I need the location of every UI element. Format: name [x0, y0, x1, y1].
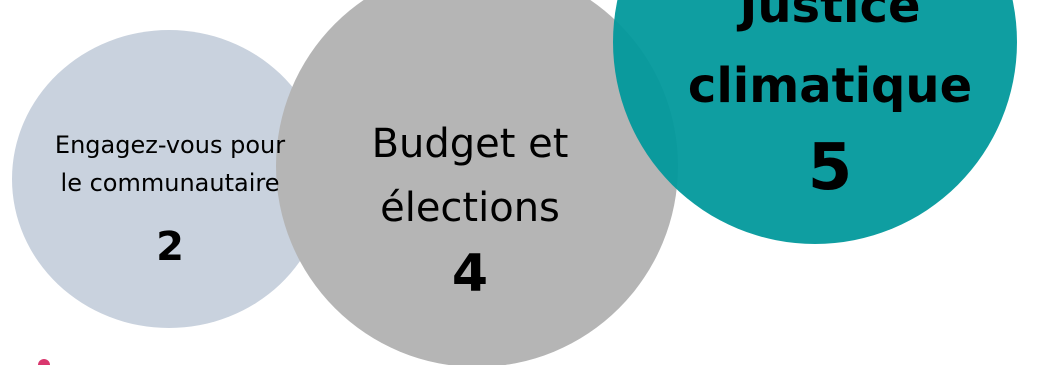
bubble-engagement-communautaire	[12, 30, 326, 328]
bubble-label-justice: Justice climatique	[660, 0, 1000, 126]
engagement-label-text: Engagez-vous pour le communautaire	[54, 131, 286, 197]
bubble-label-budget: Budget et élections	[320, 112, 620, 240]
bubble-budget-elections	[276, 0, 678, 365]
bubble-count-justice: 5	[807, 131, 853, 205]
justice-label-text: Justice climatique	[687, 0, 973, 114]
corner-logo-mark	[38, 359, 50, 365]
bubble-count-budget: 4	[451, 244, 489, 304]
budget-label-text: Budget et élections	[371, 121, 569, 231]
bubble-label-engagement: Engagez-vous pour le communautaire	[20, 126, 320, 202]
bubble-count-engagement: 2	[156, 224, 184, 270]
